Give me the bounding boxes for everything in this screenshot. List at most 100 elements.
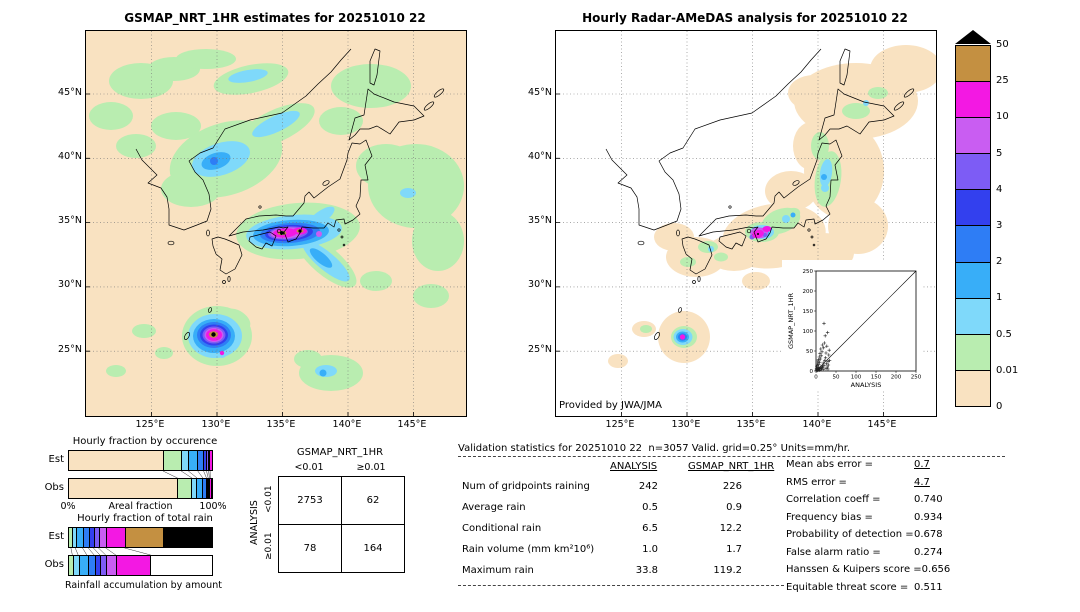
stat-line: Equitable threat score = 0.511 xyxy=(786,582,943,593)
contingency-row-label: ≥0.01 xyxy=(264,532,274,561)
bar-segment xyxy=(202,451,206,470)
totalrain-xlabel: Rainfall accumulation by amount xyxy=(65,580,222,591)
scatter-point xyxy=(824,366,828,371)
connector-line xyxy=(70,548,73,555)
inset-y-tick: 0 xyxy=(810,369,814,375)
stat-label: Frequency bias = xyxy=(786,512,873,523)
inset-x-tick: 100 xyxy=(851,375,862,381)
axis-ticks xyxy=(556,93,884,416)
legend-segment xyxy=(956,225,990,262)
scatter-point xyxy=(821,365,825,370)
scatter-point xyxy=(816,359,820,363)
lat-tick-label: 35°N xyxy=(58,215,82,226)
divider xyxy=(458,456,1005,457)
gsmap-value: 119.2 xyxy=(713,565,742,576)
bar-segment xyxy=(71,528,77,547)
legend-segment xyxy=(956,153,990,190)
obs-row-label: Obs xyxy=(44,559,64,570)
bar-segment xyxy=(196,451,203,470)
inset-ylabel: GSMAP_NRT_1HR xyxy=(787,292,795,349)
connector-line xyxy=(105,548,116,555)
contingency-row-axis: ANALYSIS xyxy=(249,500,260,546)
row-label: Maximum rain xyxy=(462,565,534,576)
bar-segment xyxy=(99,528,107,547)
bar-segment xyxy=(176,479,192,498)
scatter-point xyxy=(820,350,824,354)
legend-boundary-label: 3 xyxy=(996,220,1003,231)
legend-boundary-label: 0.5 xyxy=(996,328,1012,340)
stat-line: Correlation coeff = 0.740 xyxy=(786,494,943,505)
obs-row-label: Obs xyxy=(44,482,64,493)
totalrain-bar-obs xyxy=(68,555,213,576)
bar-segment xyxy=(100,556,107,575)
connector-line xyxy=(162,471,178,478)
gsmap-value: 0.9 xyxy=(726,502,742,513)
legend-segment xyxy=(956,81,990,118)
axis-ticks xyxy=(86,93,414,416)
lat-tick-label: 30°N xyxy=(58,279,82,290)
connector-line xyxy=(93,548,101,555)
bar-segment xyxy=(116,556,151,575)
analysis-value: 242 xyxy=(638,481,658,492)
colorbar-labels: 50 25 10 5 4 3 2 1 0.5 0.01 0 xyxy=(996,39,1036,412)
connector-line xyxy=(75,548,79,555)
graticule xyxy=(86,31,466,416)
stat-line: RMS error = 4.7 xyxy=(786,477,930,488)
gsmap-value: 226 xyxy=(722,481,742,492)
scatter-point xyxy=(819,365,823,369)
lat-tick-label: 25°N xyxy=(58,344,82,355)
scatter-point xyxy=(815,364,819,368)
inset-y-tick: 150 xyxy=(803,309,814,315)
row-label: Average rain xyxy=(462,502,526,513)
bar-segment xyxy=(89,528,94,547)
contingency-cell: 164 xyxy=(341,524,405,573)
contingency-col-label: <0.01 xyxy=(294,462,324,473)
bar-segment xyxy=(76,528,84,547)
bar-segment xyxy=(150,556,212,575)
legend-overflow-triangle xyxy=(955,30,991,44)
totalrain-bar-est xyxy=(68,527,213,548)
bar-segment xyxy=(94,528,99,547)
bar-segment xyxy=(208,479,210,498)
stat-value: 0.511 xyxy=(914,582,943,593)
validation-row: Conditional rain 6.5 12.2 xyxy=(462,523,782,537)
bar-segment xyxy=(106,528,125,547)
bar-segment xyxy=(69,451,163,470)
occurrence-xlabel: Areal fraction xyxy=(108,501,173,512)
gsmap-value: 1.7 xyxy=(726,544,742,555)
row-label: Conditional rain xyxy=(462,523,542,534)
stat-line: Frequency bias = 0.934 xyxy=(786,512,943,523)
occurrence-chart-title: Hourly fraction by occurence xyxy=(72,436,218,447)
inset-scatter: 0 50 100 150 200 250 0 50 100 150 200 250 ANALYSIS… xyxy=(782,260,922,391)
inset-x-tick: 150 xyxy=(871,375,882,381)
scatter-point xyxy=(826,367,830,371)
validation-row: Maximum rain 33.8 119.2 xyxy=(462,565,782,579)
scatter-point xyxy=(823,334,827,338)
stat-value: 0.934 xyxy=(914,512,943,523)
gsmap-map xyxy=(85,30,467,417)
bar-segment xyxy=(163,528,212,547)
stat-value: 0.274 xyxy=(914,547,943,558)
stat-label: Mean abs error = xyxy=(786,459,874,470)
scatter-point xyxy=(826,359,830,364)
stat-value: 0.678 xyxy=(914,529,943,540)
colorbar xyxy=(955,45,991,407)
analysis-value: 33.8 xyxy=(635,565,658,576)
scatter-point xyxy=(822,341,827,345)
connector-line xyxy=(98,548,106,555)
scatter-point xyxy=(825,344,829,348)
inset-ticks xyxy=(814,270,917,373)
divider xyxy=(458,585,784,586)
validation-row: Num of gridpoints raining 242 226 xyxy=(462,481,782,495)
scatter-point xyxy=(815,366,819,370)
legend-boundary-label: 2 xyxy=(996,256,1003,268)
lon-tick-label: 135°E xyxy=(266,419,296,430)
inset-x-tick: 250 xyxy=(911,375,922,381)
connector-line xyxy=(208,471,210,478)
legend-boundary-label: 1 xyxy=(996,292,1003,304)
validation-row: Average rain 0.5 0.9 xyxy=(462,502,782,516)
totalrain-connectors xyxy=(70,548,151,555)
lat-tick-label: 45°N xyxy=(58,87,82,98)
lon-tick-label: 140°E xyxy=(802,419,832,430)
credit-label: Provided by JWA/JMA xyxy=(559,400,662,411)
